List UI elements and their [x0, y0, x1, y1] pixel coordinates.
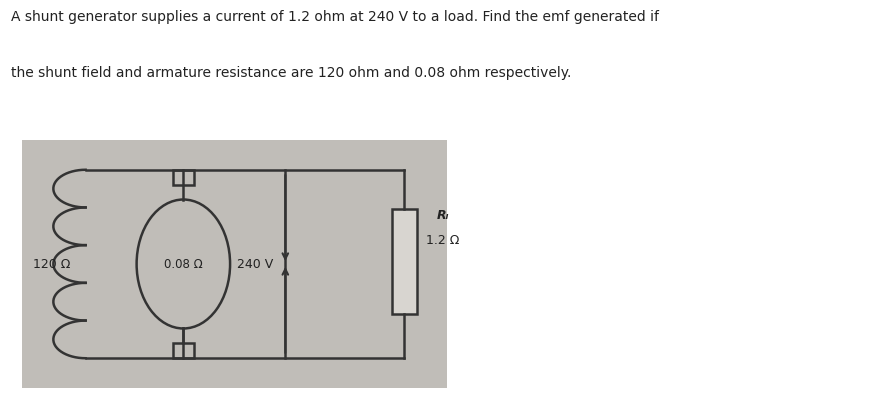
Text: 120 Ω: 120 Ω — [33, 258, 70, 270]
Bar — [392, 210, 417, 314]
Text: A shunt generator supplies a current of 1.2 ohm at 240 V to a load. Find the emf: A shunt generator supplies a current of … — [11, 10, 659, 24]
Text: 1.2 Ω: 1.2 Ω — [426, 234, 459, 247]
Text: the shunt field and armature resistance are 120 ohm and 0.08 ohm respectively.: the shunt field and armature resistance … — [11, 66, 571, 80]
Bar — [173, 170, 194, 185]
Bar — [173, 343, 194, 358]
Text: 240 V: 240 V — [237, 258, 273, 270]
Text: 0.08 Ω: 0.08 Ω — [164, 258, 202, 270]
Text: Rₗ: Rₗ — [436, 210, 449, 222]
Ellipse shape — [137, 200, 230, 328]
